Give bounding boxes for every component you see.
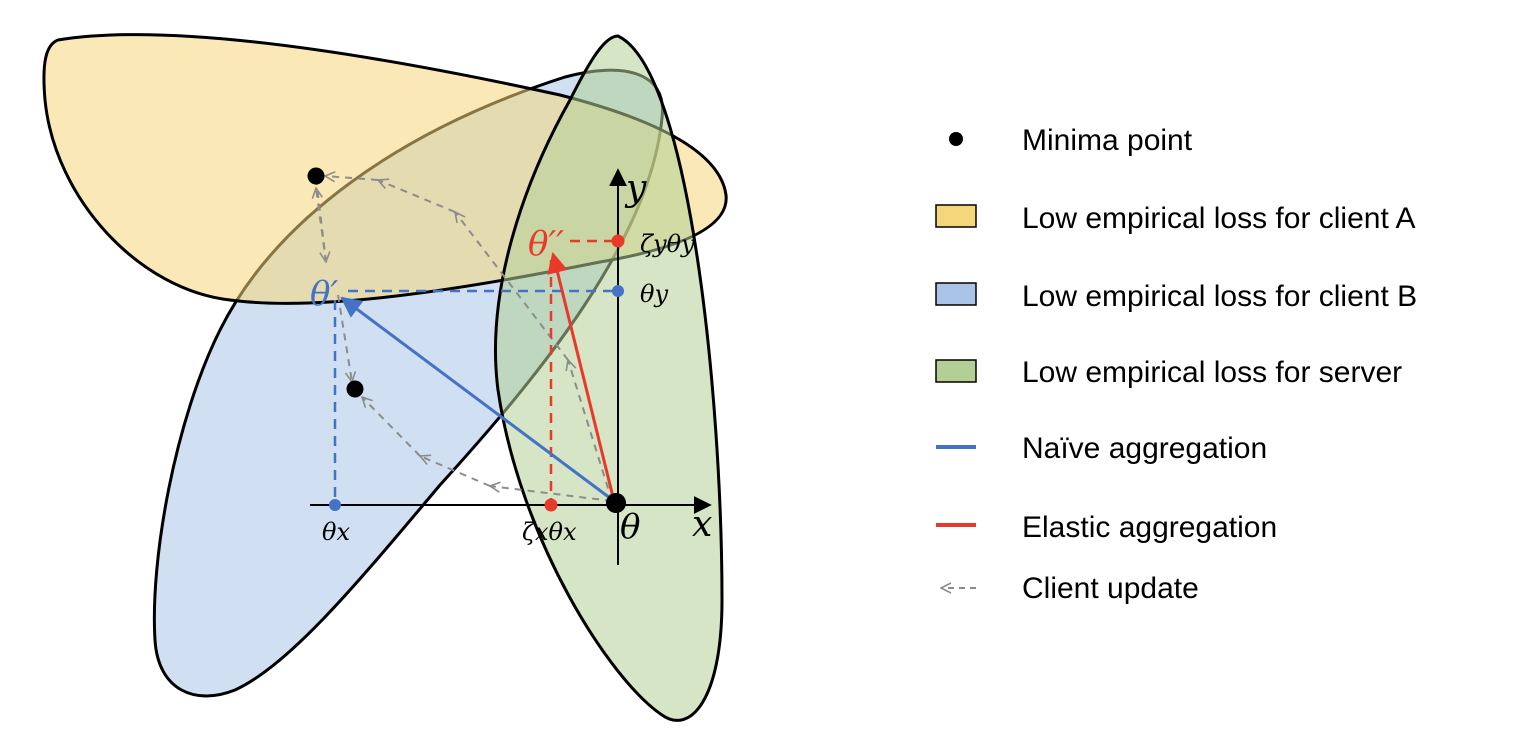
theta-y-point	[612, 285, 624, 297]
legend-label: Elastic aggregation	[1022, 511, 1277, 544]
legend-item-minima: Minima point	[949, 124, 1193, 157]
legend-item-client-a: Low empirical loss for client A	[935, 202, 1416, 235]
zeta-y-theta-y-point	[611, 234, 625, 248]
naive-aggregation-vector	[340, 296, 615, 503]
client-a-minima-point	[307, 167, 325, 185]
legend-item-naive: Naïve aggregation	[936, 432, 1267, 465]
dot-icon	[949, 132, 963, 146]
y-axis-label: y	[624, 168, 647, 209]
client-update-arrow	[568, 360, 613, 502]
yellow-swatch-icon	[935, 204, 977, 228]
minima-points	[307, 167, 626, 513]
origin-label: θ	[620, 507, 640, 547]
projection-points	[329, 234, 625, 512]
server-region	[494, 34, 724, 722]
client-update-arrow	[325, 176, 379, 180]
client-b-minima-point	[346, 380, 364, 398]
elastic-aggregation-vector	[547, 251, 616, 502]
legend-label: Low empirical loss for server	[1022, 356, 1402, 389]
blue-swatch-icon	[935, 282, 977, 306]
x-axis-label: x	[692, 504, 712, 545]
theta-x-label: θx	[322, 518, 350, 546]
zeta-y-theta-y-label: ζyθy	[640, 230, 695, 258]
legend-item-client-update: Client update	[941, 572, 1199, 605]
client-update-arrow	[362, 397, 421, 457]
legend-item-client-b: Low empirical loss for client B	[935, 280, 1417, 313]
naive-projections	[333, 289, 618, 505]
zeta-x-theta-x-point	[544, 498, 558, 512]
theta-x-point	[329, 499, 341, 511]
theta-prime-label: θ′	[310, 274, 338, 314]
loss-regions	[42, 33, 728, 722]
client-update-arrow	[455, 212, 569, 361]
legend-label: Low empirical loss for client B	[1022, 280, 1417, 313]
green-swatch-icon	[935, 359, 977, 383]
legend-label: Naïve aggregation	[1022, 432, 1267, 465]
theta-y-label: θy	[640, 280, 668, 308]
elastic-projections	[549, 239, 618, 505]
zeta-x-theta-x-label: ζxθx	[522, 518, 577, 546]
server-minima-point	[606, 493, 626, 513]
legend: Minima point Low empirical loss for clie…	[935, 124, 1417, 605]
legend-item-server: Low empirical loss for server	[935, 356, 1402, 389]
legend-item-elastic: Elastic aggregation	[936, 511, 1277, 544]
legend-label: Client update	[1022, 572, 1199, 605]
legend-label: Minima point	[1022, 124, 1193, 157]
client-update-arrow	[378, 180, 456, 213]
math-labels: θ′ θ′′ θx θy ζxθx ζyθy	[310, 224, 695, 546]
theta-double-prime-label: θ′′	[528, 224, 564, 264]
client-update-paths	[316, 176, 613, 502]
legend-label: Low empirical loss for client A	[1022, 202, 1416, 235]
